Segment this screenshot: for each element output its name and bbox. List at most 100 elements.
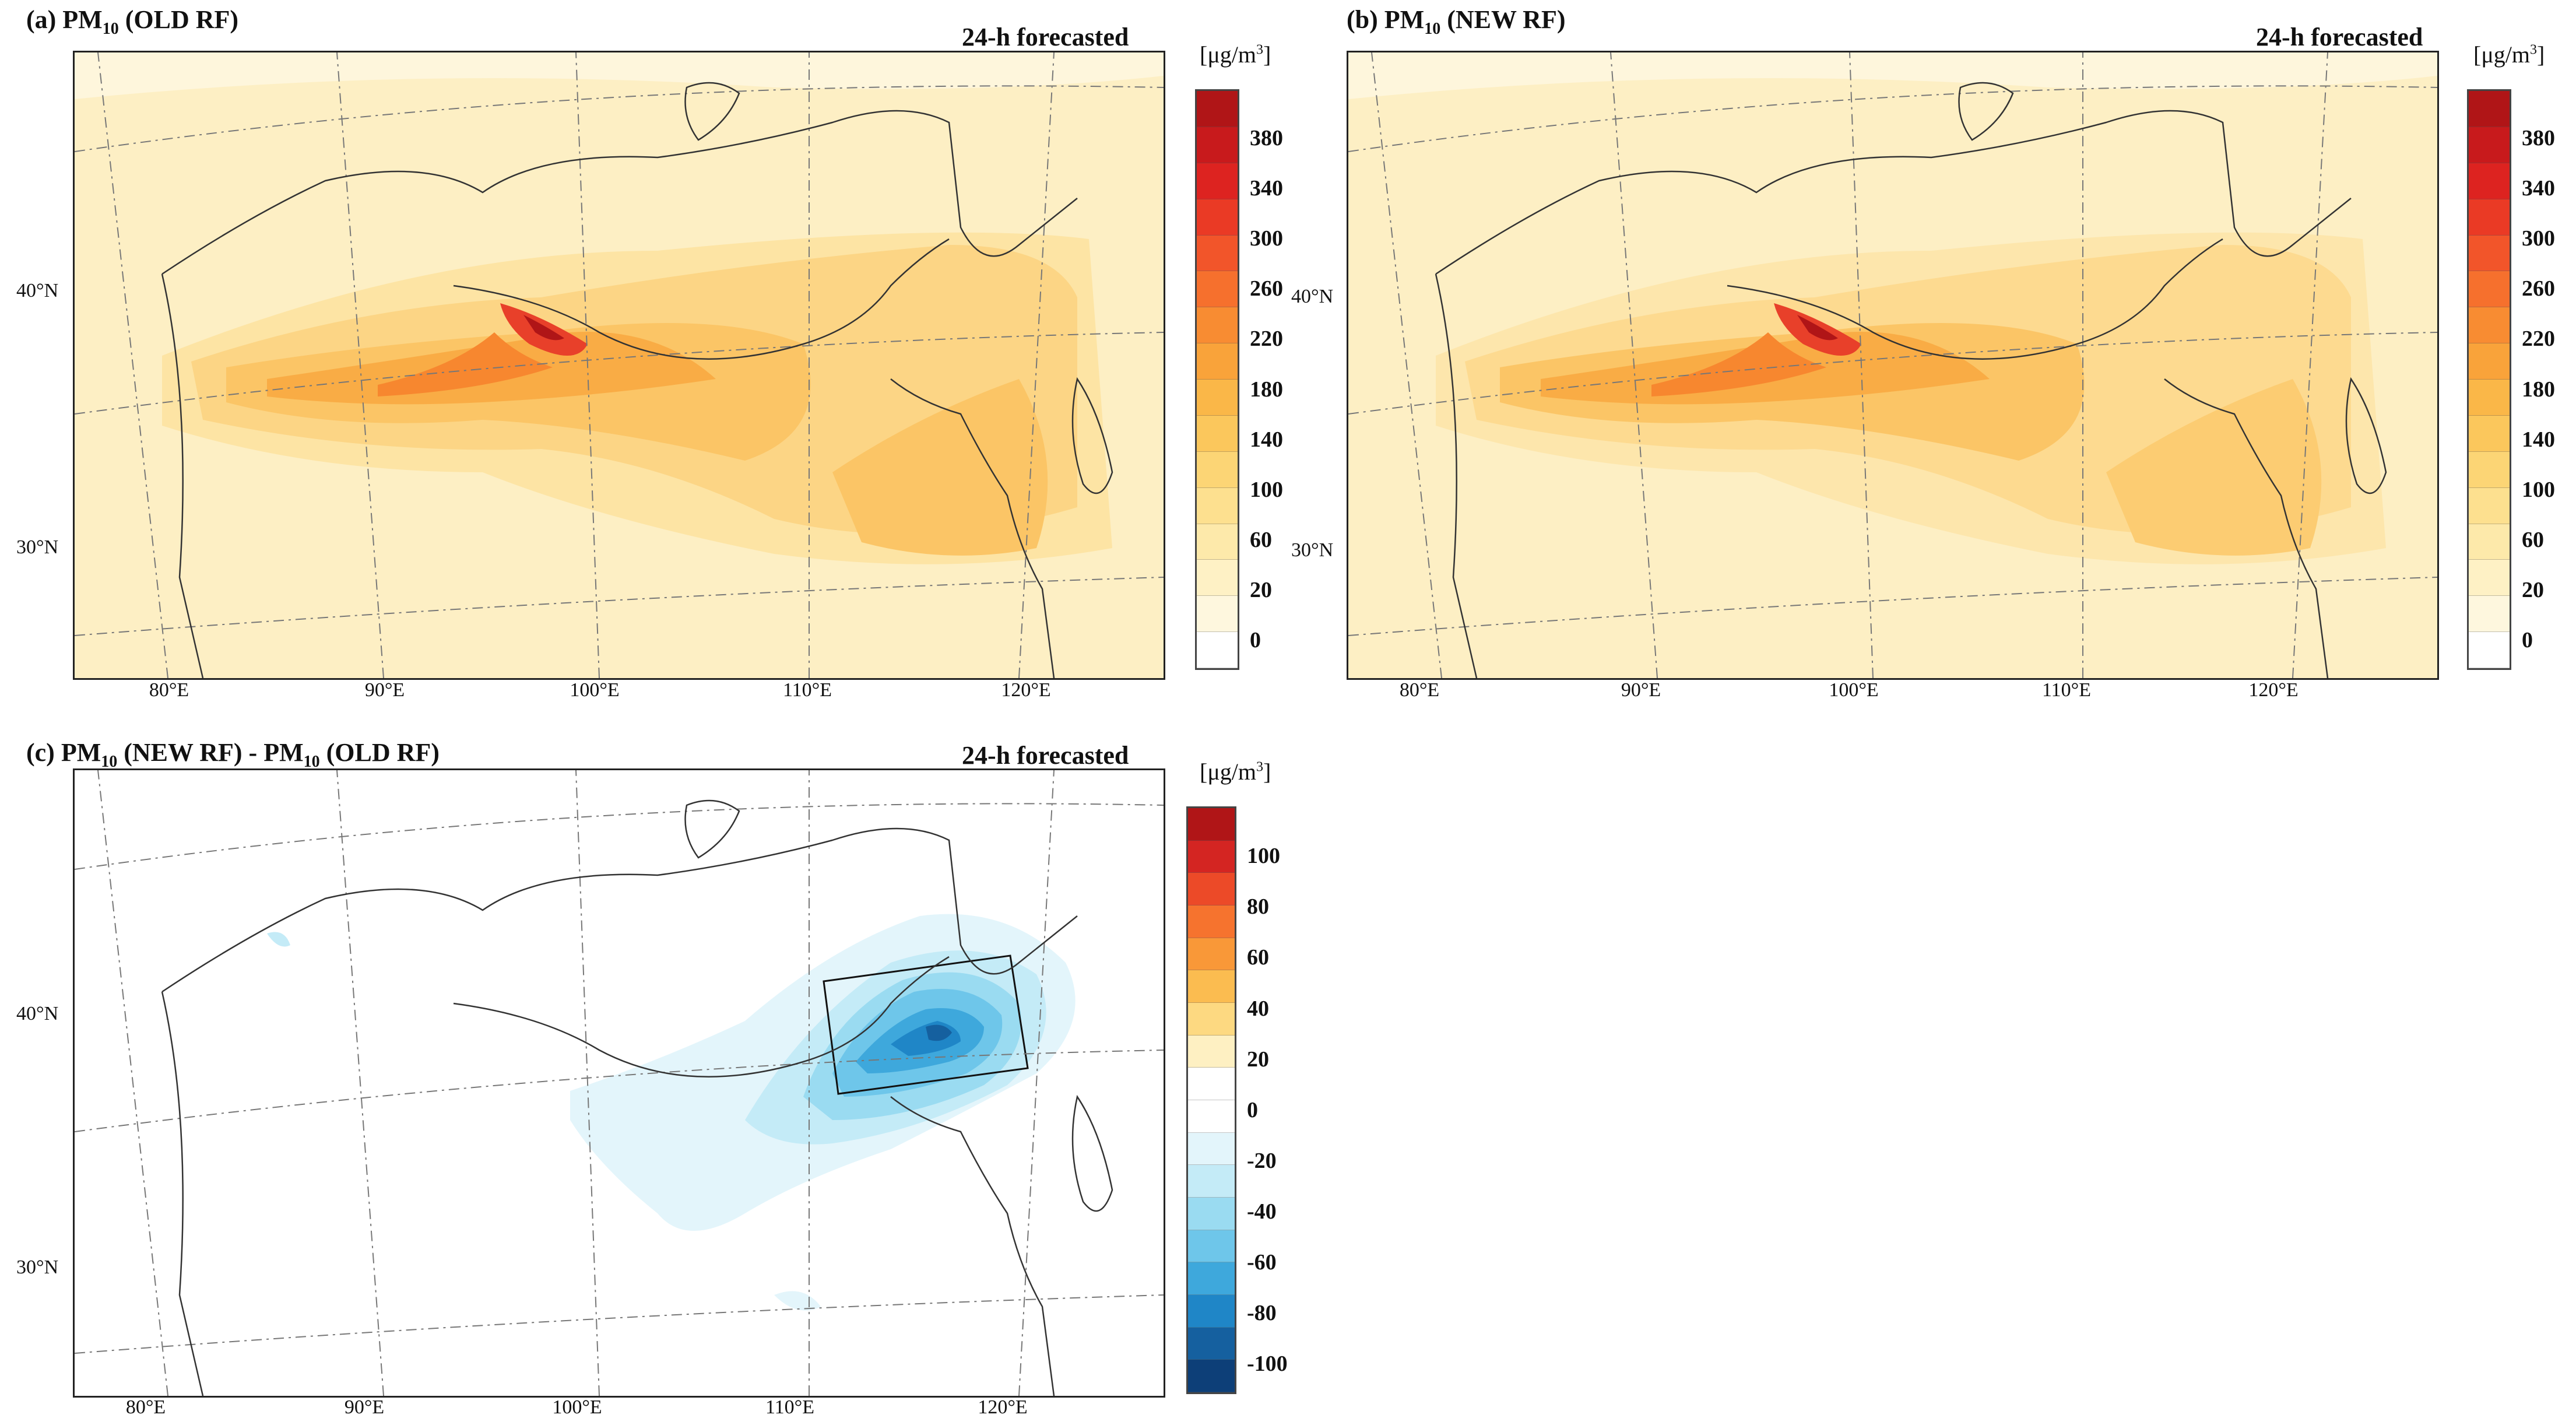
panel-c-colorbar-tick: 100 bbox=[1247, 844, 1280, 869]
panel-b-colorbar-cell bbox=[2469, 91, 2510, 127]
panel-b-colorbar-tick: 220 bbox=[2522, 327, 2555, 352]
panel-a-colorbar-tick: 0 bbox=[1250, 627, 1261, 652]
panel-b-colorbar-tick: 380 bbox=[2522, 126, 2555, 151]
panel-c-colorbar-cell bbox=[1188, 1327, 1235, 1360]
panel-c-map bbox=[73, 768, 1165, 1398]
panel-c-lon-100: 100°E bbox=[552, 1396, 602, 1418]
panel-b-colorbar-tick: 260 bbox=[2522, 276, 2555, 301]
panel-c-colorbar-tick: 60 bbox=[1247, 945, 1269, 970]
panel-a-colorbar-tick: 180 bbox=[1250, 377, 1283, 402]
panel-a-colorbar-tick: 260 bbox=[1250, 276, 1283, 301]
panel-b-colorbar-cell bbox=[2469, 343, 2510, 380]
panel-c-colorbar-cell bbox=[1188, 1294, 1235, 1328]
panel-c-lat-30: 30°N bbox=[16, 1256, 59, 1278]
panel-c-colorbar-cell bbox=[1188, 938, 1235, 971]
panel-c-colorbar-tick: -20 bbox=[1247, 1148, 1277, 1173]
panel-c-colorbar-cell bbox=[1188, 1100, 1235, 1133]
panel-c-colorbar-cell bbox=[1188, 1165, 1235, 1198]
panel-a-lon-90: 90°E bbox=[364, 679, 405, 701]
panel-a-colorbar-cell bbox=[1197, 415, 1238, 452]
panel-c-colorbar-tick: 20 bbox=[1247, 1047, 1269, 1072]
panel-c-colorbar-cell bbox=[1188, 840, 1235, 873]
panel-c-colorbar-cell bbox=[1188, 1360, 1235, 1392]
panel-b-lon-120: 120°E bbox=[2248, 679, 2299, 701]
panel-b-colorbar-cell bbox=[2469, 380, 2510, 416]
panel-b-lat-30: 30°N bbox=[1291, 539, 1334, 561]
panel-a-lon-120: 120°E bbox=[1001, 679, 1051, 701]
panel-a-colorbar-cell bbox=[1197, 127, 1238, 163]
panel-c-colorbar-cell bbox=[1188, 873, 1235, 905]
panel-a-lat-40: 40°N bbox=[16, 280, 59, 301]
panel-b-lon-100: 100°E bbox=[1829, 679, 1879, 701]
panel-a-lon-110: 110°E bbox=[782, 679, 832, 701]
panel-b-colorbar-cell bbox=[2469, 163, 2510, 199]
panel-c-colorbar-tick: 0 bbox=[1247, 1097, 1258, 1122]
panel-c-colorbar-tick: -60 bbox=[1247, 1250, 1277, 1275]
panel-c-colorbar-tick: -80 bbox=[1247, 1301, 1277, 1326]
panel-c-colorbar-cell bbox=[1188, 808, 1235, 841]
panel-b-colorbar-tick: 180 bbox=[2522, 377, 2555, 402]
panel-a-colorbar-tick: 20 bbox=[1250, 577, 1272, 602]
panel-b-colorbar-cell bbox=[2469, 235, 2510, 272]
panel-c-colorbar-tick: -40 bbox=[1247, 1199, 1277, 1224]
panel-b-colorbar-cell bbox=[2469, 596, 2510, 633]
panel-c-colorbar-cell bbox=[1188, 970, 1235, 1003]
panel-a-map-svg bbox=[75, 52, 1164, 678]
panel-a-colorbar-cell bbox=[1197, 560, 1238, 596]
panel-a-colorbar-cell bbox=[1197, 235, 1238, 272]
panel-b-colorbar-tick: 0 bbox=[2522, 627, 2533, 652]
panel-a-colorbar-cell bbox=[1197, 91, 1238, 127]
panel-b-colorbar-tick: 140 bbox=[2522, 427, 2555, 452]
panel-c-colorbar-cell bbox=[1188, 905, 1235, 938]
panel-b-colorbar-cell bbox=[2469, 524, 2510, 560]
panel-c-map-svg bbox=[75, 770, 1164, 1396]
panel-a-colorbar-cell bbox=[1197, 271, 1238, 308]
panel-c-colorbar-cell bbox=[1188, 1132, 1235, 1166]
panel-b-colorbar-tick: 300 bbox=[2522, 226, 2555, 251]
panel-c-lon-120: 120°E bbox=[978, 1396, 1028, 1418]
panel-c-colorbar bbox=[1186, 806, 1236, 1394]
panel-b-lon-110: 110°E bbox=[2041, 679, 2092, 701]
panel-a-colorbar bbox=[1195, 89, 1239, 670]
panel-c-colorbar-tick: 80 bbox=[1247, 894, 1269, 919]
panel-a-lon-80: 80°E bbox=[149, 679, 189, 701]
panel-b-colorbar-cell bbox=[2469, 127, 2510, 163]
panel-a-colorbar-tick: 220 bbox=[1250, 327, 1283, 352]
panel-a-colorbar-tick: 300 bbox=[1250, 226, 1283, 251]
panel-a-colorbar-cell bbox=[1197, 307, 1238, 344]
panel-b-colorbar-cell bbox=[2469, 487, 2510, 524]
panel-b-colorbar-cell bbox=[2469, 415, 2510, 452]
panel-b-colorbar bbox=[2467, 89, 2511, 670]
panel-b-colorbar-cell bbox=[2469, 271, 2510, 308]
panel-c-colorbar-cell bbox=[1188, 1230, 1235, 1263]
panel-a-colorbar-tick: 140 bbox=[1250, 427, 1283, 452]
panel-a-colorbar-cell bbox=[1197, 632, 1238, 668]
panel-a-colorbar-tick: 380 bbox=[1250, 126, 1283, 151]
panel-b-colorbar-tick: 100 bbox=[2522, 477, 2555, 502]
panel-b-title: (b) PM10 (NEW RF) bbox=[1347, 5, 1566, 38]
panel-c-lon-80: 80°E bbox=[125, 1396, 166, 1418]
panel-b-colorbar-unit: [μg/m3] bbox=[2473, 41, 2545, 68]
panel-a-colorbar-tick: 60 bbox=[1250, 527, 1272, 552]
panel-c-colorbar-cell bbox=[1188, 1262, 1235, 1295]
panel-c-colorbar-cell bbox=[1188, 1035, 1235, 1068]
panel-c-forecast-label: 24-h forecasted bbox=[962, 741, 1129, 770]
panel-b-colorbar-cell bbox=[2469, 451, 2510, 488]
panel-a-colorbar-cell bbox=[1197, 451, 1238, 488]
panel-c-colorbar-unit: [μg/m3] bbox=[1200, 759, 1271, 785]
panel-c-colorbar-tick: -100 bbox=[1247, 1352, 1288, 1377]
panel-c-colorbar-cell bbox=[1188, 1068, 1235, 1100]
panel-a-colorbar-tick: 340 bbox=[1250, 176, 1283, 201]
panel-a-colorbar-unit: [μg/m3] bbox=[1200, 41, 1271, 68]
panel-a-map bbox=[73, 51, 1165, 680]
panel-b-colorbar-cell bbox=[2469, 560, 2510, 596]
panel-c-colorbar-cell bbox=[1188, 1002, 1235, 1036]
panel-b-lat-40: 40°N bbox=[1291, 286, 1334, 307]
panel-a-colorbar-cell bbox=[1197, 343, 1238, 380]
panel-b-colorbar-tick: 340 bbox=[2522, 176, 2555, 201]
panel-c-title: (c) PM10 (NEW RF) - PM10 (OLD RF) bbox=[26, 738, 440, 771]
panel-a-lat-30: 30°N bbox=[16, 536, 59, 558]
panel-a-colorbar-cell bbox=[1197, 524, 1238, 560]
panel-a-colorbar-tick: 100 bbox=[1250, 477, 1283, 502]
panel-b-colorbar-cell bbox=[2469, 632, 2510, 668]
